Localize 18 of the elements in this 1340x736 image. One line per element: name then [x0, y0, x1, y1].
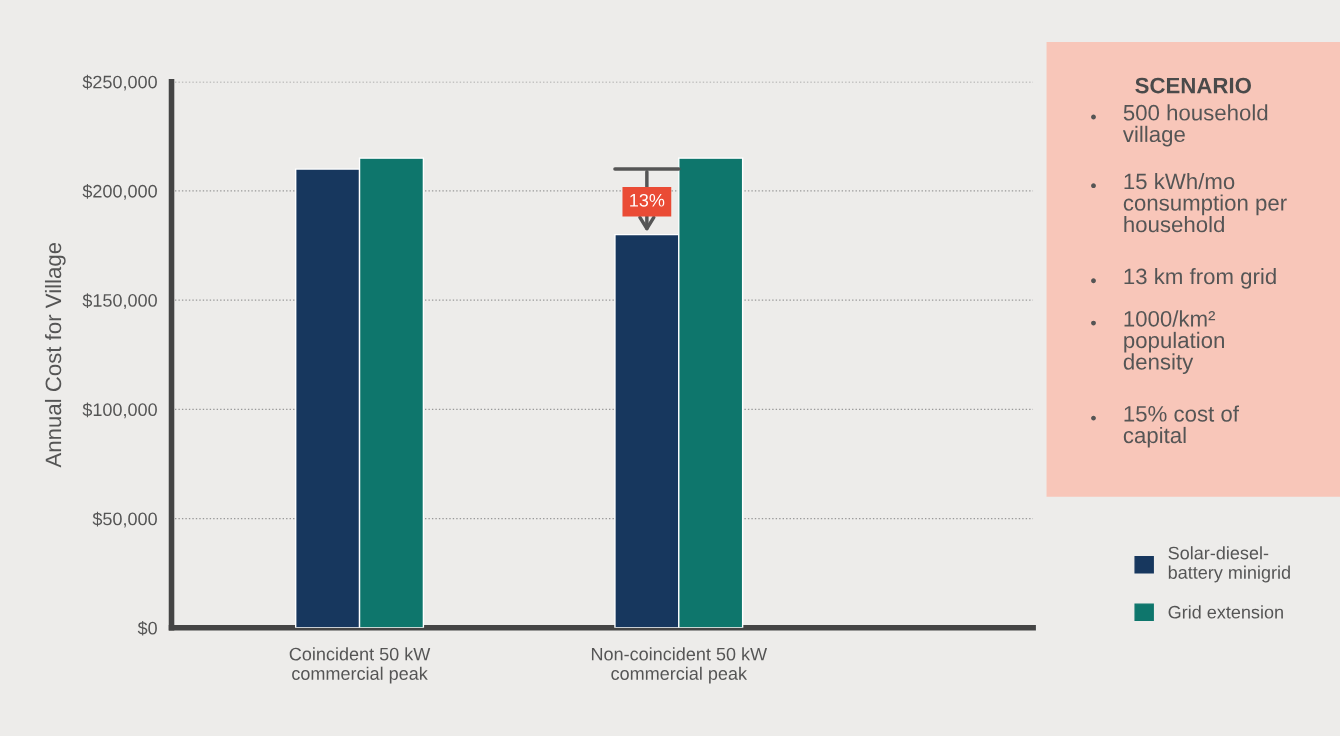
text: 500 household village [1122, 104, 1268, 147]
y-tick-label: $0 [137, 620, 157, 636]
y-tick-label: $200,000 [82, 184, 157, 200]
y-tick-label: $100,000 [82, 402, 157, 419]
y-tick-label: $50,000 [92, 511, 157, 528]
annotation: 13% [630, 193, 665, 207]
y-tick-label: $250,000 [82, 74, 157, 91]
legend-label: Solar-diesel- battery minigrid [1168, 546, 1290, 583]
legend-label: Grid extension [1168, 605, 1283, 619]
y-tick-label: $150,000 [82, 293, 157, 309]
text: SCENARIO [1135, 77, 1251, 94]
x-tick-label: Non-coincident 50 kW commercial peak [591, 647, 768, 684]
text: 15% cost of capital [1123, 405, 1239, 448]
y-axis-title: Annual Cost for Village [44, 242, 66, 468]
x-tick-label: Coincident 50 kW commercial peak [289, 647, 431, 684]
text: 13 km from grid [1124, 268, 1276, 289]
text: 15 kWh/mo consumption per household [1123, 172, 1287, 233]
text: 1000/km² population density [1123, 310, 1224, 375]
